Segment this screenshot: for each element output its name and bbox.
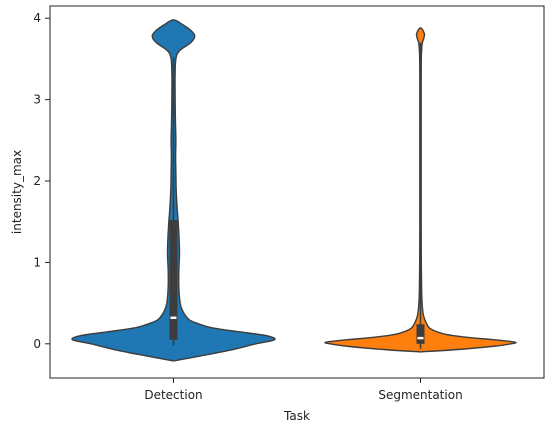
median-marker-detection xyxy=(170,316,177,319)
y-tick-label: 0 xyxy=(33,337,41,351)
y-axis-label: intensity_max xyxy=(10,150,24,234)
plot-layer xyxy=(71,19,517,362)
y-tick-label: 3 xyxy=(33,93,41,107)
median-marker-segmentation xyxy=(417,336,424,340)
x-axis: Detection Segmentation xyxy=(144,378,463,402)
x-axis-label: Task xyxy=(283,409,310,423)
y-tick-label: 1 xyxy=(33,255,41,269)
plot-frame xyxy=(49,5,545,379)
x-tick-label: Detection xyxy=(144,388,202,402)
y-tick-label: 4 xyxy=(33,11,41,25)
y-tick-label: 2 xyxy=(33,174,41,188)
iqr-box-segmentation xyxy=(416,324,425,344)
x-tick-label: Segmentation xyxy=(378,388,462,402)
y-axis: 0 1 2 3 4 xyxy=(33,11,50,351)
iqr-box-detection xyxy=(169,220,178,340)
